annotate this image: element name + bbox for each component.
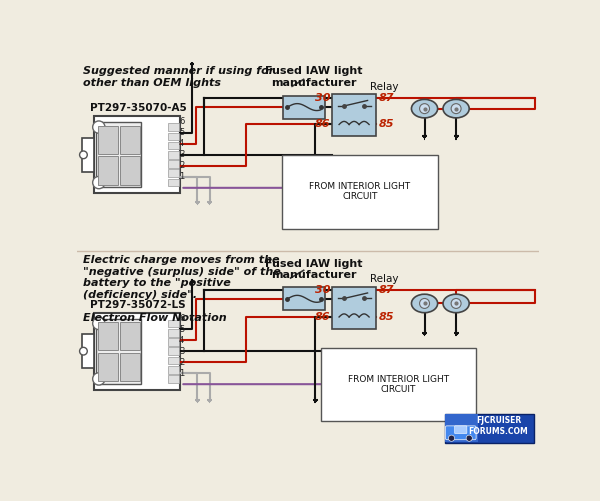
Circle shape [80,347,87,355]
Bar [332,94,376,136]
Circle shape [92,176,105,189]
Bar [98,156,118,185]
Bar [96,122,140,187]
Text: FJCRUISER
FORUMS.COM: FJCRUISER FORUMS.COM [469,416,529,435]
Text: PT297-35070-A5: PT297-35070-A5 [90,103,187,113]
Bar [168,357,179,364]
Text: 85: 85 [379,312,394,322]
Bar [120,353,140,381]
Bar [283,96,325,119]
FancyBboxPatch shape [455,426,467,433]
Circle shape [92,121,105,133]
Text: 2: 2 [179,358,184,367]
Bar [94,116,181,193]
Text: 4: 4 [179,139,184,148]
Bar [82,138,94,172]
Text: FROM INTERIOR LIGHT
CIRCUIT: FROM INTERIOR LIGHT CIRCUIT [348,375,449,394]
Bar [168,375,179,383]
Text: 87: 87 [379,93,394,103]
Text: 87: 87 [379,286,394,296]
Circle shape [92,317,105,330]
Text: 86: 86 [315,312,331,322]
Text: 30: 30 [315,286,331,296]
Text: 5: 5 [179,325,184,334]
Bar [96,319,140,384]
Bar [445,413,534,443]
Text: Relay: Relay [370,274,399,284]
Bar [168,132,179,140]
Text: 3: 3 [179,347,184,356]
Text: 6: 6 [179,117,184,126]
Bar [168,329,179,337]
Bar [120,126,140,154]
Text: Fused IAW light
manufacturer: Fused IAW light manufacturer [265,259,362,281]
Circle shape [451,104,461,114]
Bar [283,287,325,311]
Bar [445,414,478,442]
Text: 30: 30 [315,93,331,103]
Bar [94,313,181,390]
Bar [168,123,179,131]
Text: PT297-35072-LS: PT297-35072-LS [90,300,186,310]
Bar [168,169,179,177]
Text: 5: 5 [179,128,184,137]
Bar [168,320,179,327]
Ellipse shape [412,99,437,118]
Bar [82,334,94,368]
Text: 1: 1 [179,172,184,181]
Text: Relay: Relay [370,82,399,92]
Circle shape [80,151,87,159]
FancyBboxPatch shape [445,426,476,440]
Ellipse shape [443,99,469,118]
Bar [168,366,179,374]
Bar [168,179,179,186]
Circle shape [419,104,430,114]
Text: 85: 85 [379,119,394,129]
Bar [98,322,118,350]
Text: Suggested manner if using for
other than OEM lights: Suggested manner if using for other than… [83,66,274,88]
Bar [168,151,179,159]
Circle shape [419,299,430,309]
Text: Fused IAW light
manufacturer: Fused IAW light manufacturer [265,66,362,88]
Circle shape [448,435,455,441]
Bar [120,322,140,350]
Circle shape [466,435,472,441]
Ellipse shape [412,294,437,313]
Circle shape [92,373,105,385]
Bar [168,142,179,149]
Ellipse shape [443,294,469,313]
Bar [332,287,376,329]
Bar [168,160,179,168]
Text: FROM INTERIOR LIGHT
CIRCUIT: FROM INTERIOR LIGHT CIRCUIT [309,182,410,201]
Bar [98,126,118,154]
Text: 86: 86 [315,119,331,129]
Text: 6: 6 [179,314,184,323]
Bar [168,338,179,346]
Circle shape [451,299,461,309]
Text: 1: 1 [179,369,184,378]
Text: 4: 4 [179,336,184,345]
Text: 3: 3 [179,150,184,159]
Text: Electric charge moves from the
"negative (surplus) side" of the
battery to the ": Electric charge moves from the "negative… [83,255,280,323]
Text: 2: 2 [179,161,184,170]
Bar [168,347,179,355]
Bar [98,353,118,381]
Bar [120,156,140,185]
